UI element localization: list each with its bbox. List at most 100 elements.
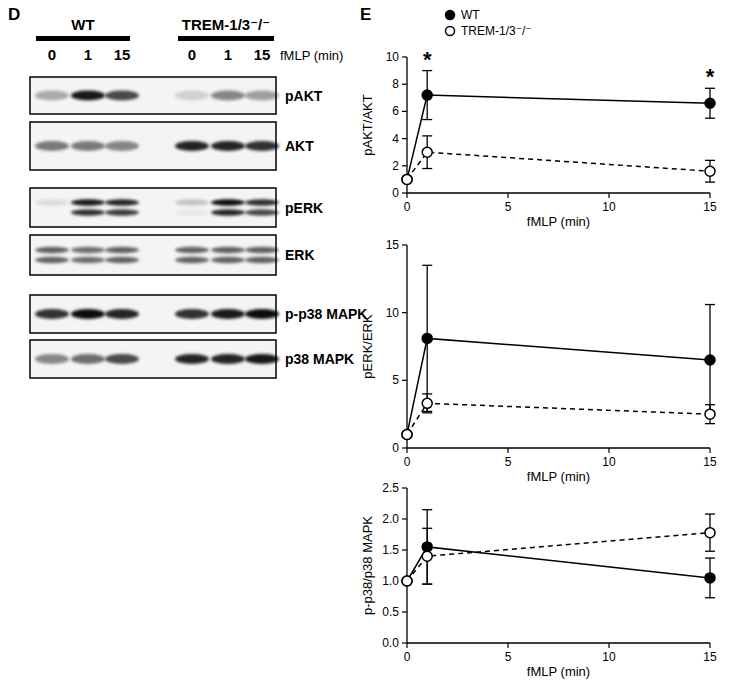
point	[402, 174, 412, 184]
x-tick	[507, 643, 508, 648]
blot-box	[30, 235, 276, 275]
y-tick	[402, 447, 407, 448]
error-cap	[422, 265, 432, 266]
chart: 0246810051015fMLP (min)pAKT/AKT**	[360, 47, 717, 229]
error-stem	[427, 510, 428, 584]
annotation: *	[706, 64, 715, 89]
band	[245, 309, 279, 319]
band	[175, 199, 209, 205]
band	[71, 91, 105, 101]
y-tick	[402, 138, 407, 139]
x-tick-label: 0	[404, 650, 411, 664]
y-tick-label: 2	[392, 159, 399, 173]
error-bar	[422, 71, 432, 120]
point	[402, 429, 412, 439]
band	[105, 209, 139, 215]
error-bar	[705, 160, 715, 182]
y-tick	[402, 518, 407, 519]
point	[705, 409, 715, 419]
error-cap	[705, 304, 715, 305]
band	[175, 309, 209, 319]
y-tick-label: 0	[392, 441, 399, 455]
band	[211, 199, 245, 205]
plot-area	[402, 71, 715, 185]
lane-label: 1	[224, 46, 232, 63]
band	[71, 209, 105, 215]
y-tick-label: 8	[392, 77, 399, 91]
x-axis-label: fMLP (min)	[527, 664, 590, 679]
band	[245, 91, 279, 101]
band	[175, 247, 209, 253]
band	[245, 209, 279, 215]
point	[705, 166, 715, 176]
blot-box	[30, 77, 276, 114]
band	[245, 247, 279, 253]
blot-row	[30, 77, 279, 114]
band	[175, 257, 209, 263]
row-label: p-p38 MAPK	[285, 306, 367, 322]
band	[71, 309, 105, 319]
error-cap	[705, 423, 715, 424]
point	[422, 551, 432, 561]
legend-label: TREM-1/3⁻/⁻	[461, 24, 532, 38]
x-tick-label: 5	[505, 650, 512, 664]
band	[211, 247, 245, 253]
band	[71, 257, 105, 263]
y-tick	[402, 165, 407, 166]
x-axis	[407, 447, 710, 448]
error-cap	[422, 393, 432, 394]
error-bar	[705, 88, 715, 118]
error-bar	[422, 265, 432, 411]
band	[211, 354, 245, 364]
x-tick-label: 10	[602, 200, 616, 214]
legend-marker	[446, 27, 455, 36]
band	[35, 209, 69, 215]
band	[71, 199, 105, 205]
error-cap	[422, 583, 432, 584]
error-bar	[705, 514, 715, 551]
band	[105, 91, 139, 101]
x-tick	[709, 448, 710, 453]
y-tick-label: 5	[392, 373, 399, 387]
band	[245, 354, 279, 364]
y-tick-label: 4	[392, 132, 399, 146]
point	[705, 528, 715, 538]
legend-label: WT	[461, 8, 480, 22]
band	[71, 141, 105, 151]
x-tick	[608, 448, 609, 453]
y-tick-label: 10	[386, 50, 400, 64]
band	[175, 91, 209, 101]
x-tick-label: 15	[703, 455, 717, 469]
y-tick-label: 0.0	[382, 636, 399, 650]
x-tick	[406, 643, 407, 648]
x-axis	[407, 642, 710, 643]
point	[705, 573, 715, 583]
point	[402, 576, 412, 586]
band	[245, 199, 279, 205]
lane-label: 0	[48, 46, 56, 63]
error-bar	[422, 394, 432, 413]
y-tick	[402, 56, 407, 57]
point	[705, 355, 715, 365]
band	[71, 354, 105, 364]
lane-label: 15	[114, 46, 131, 63]
figure: DWT0115TREM-1/3⁻/⁻0115fMLP (min)pAKTAKTp…	[0, 0, 748, 681]
y-tick-label: 2.0	[382, 512, 399, 526]
series-line	[407, 547, 710, 581]
blot-row	[30, 235, 279, 275]
x-tick-label: 15	[703, 200, 717, 214]
series-line	[407, 533, 710, 581]
error-bar	[422, 136, 432, 169]
y-axis	[406, 57, 407, 193]
error-bar	[422, 510, 432, 584]
blot-box	[30, 340, 276, 378]
band	[35, 247, 69, 253]
error-cap	[422, 168, 432, 169]
point	[422, 90, 432, 100]
error-cap	[705, 404, 715, 405]
x-axis-label: fMLP (min)	[527, 469, 590, 484]
blot-row	[30, 295, 279, 333]
row-label: ERK	[285, 247, 315, 263]
group-label: TREM-1/3⁻/⁻	[182, 16, 270, 33]
lane-axis-label: fMLP (min)	[280, 48, 343, 63]
